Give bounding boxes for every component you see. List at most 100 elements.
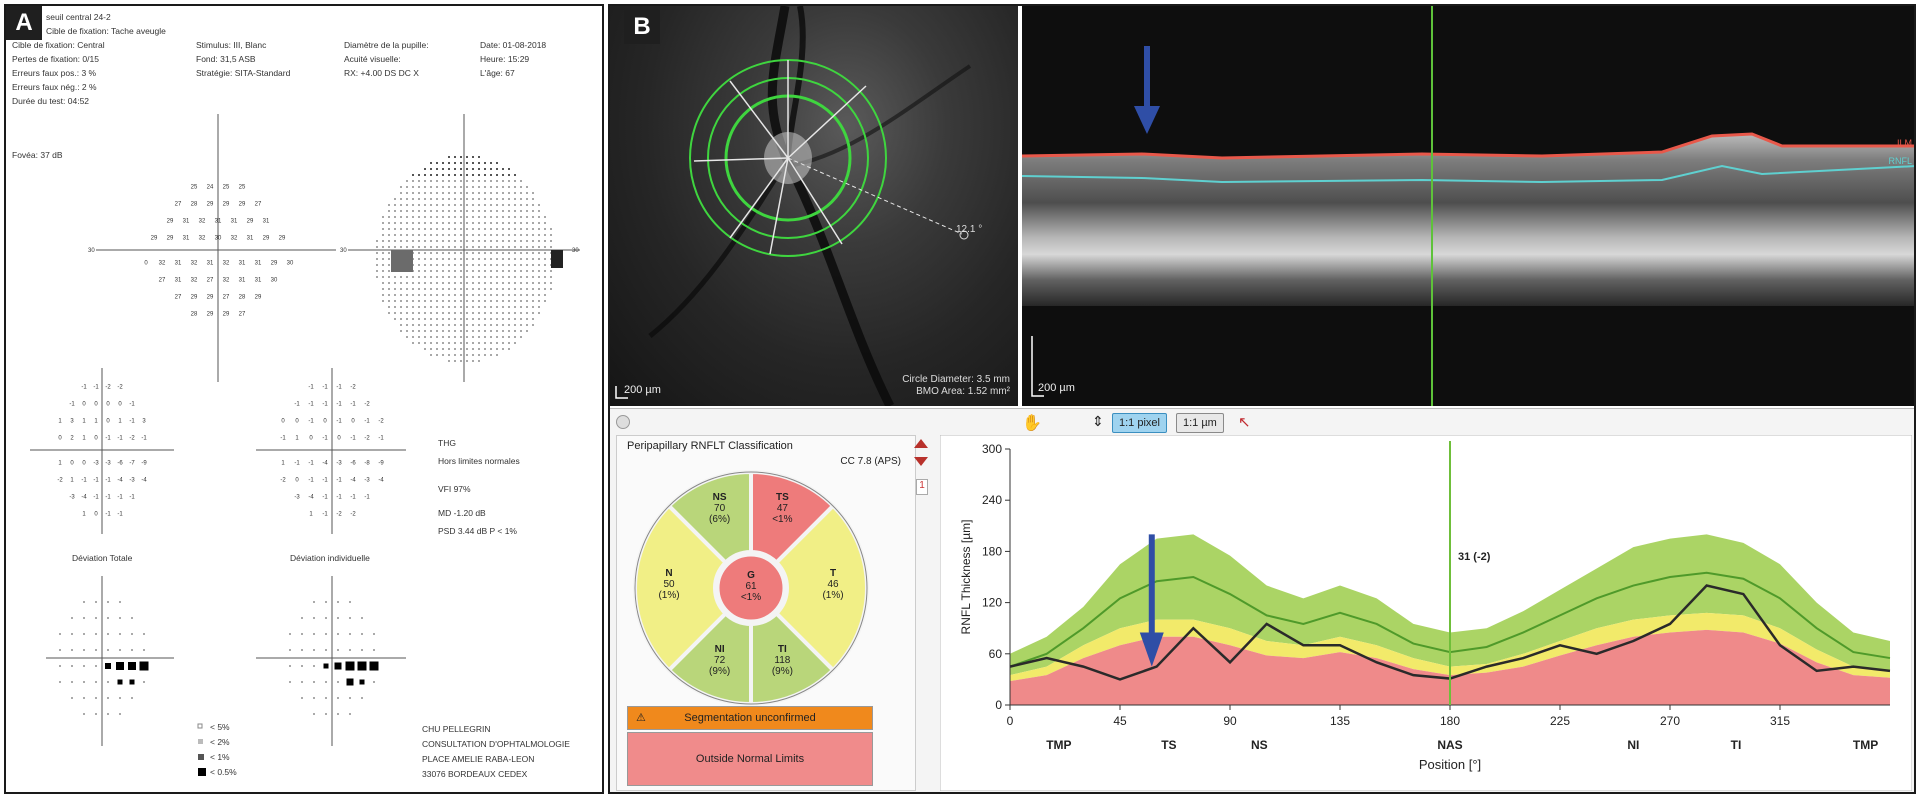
greyscale-dot xyxy=(400,228,402,230)
probability-mark xyxy=(128,662,136,670)
greyscale-dot xyxy=(460,222,462,224)
greyscale-dot xyxy=(472,198,474,200)
greyscale-dot xyxy=(454,210,456,212)
hand-tool-icon[interactable]: ✋ xyxy=(1022,415,1042,432)
collapse-icon[interactable] xyxy=(616,415,630,429)
greyscale-dot xyxy=(460,318,462,320)
greyscale-dot xyxy=(442,294,444,296)
greyscale-dot xyxy=(376,264,378,266)
outside-limits-box: Outside Normal Limits xyxy=(627,732,873,786)
greyscale-dot xyxy=(472,180,474,182)
probability-mark xyxy=(346,678,354,686)
threshold-value: 29 xyxy=(271,261,278,267)
x-tick-label: 45 xyxy=(1113,714,1127,728)
greyscale-dot xyxy=(520,294,522,296)
greyscale-dot xyxy=(508,228,510,230)
probability-dot xyxy=(289,665,291,667)
threshold-value: 32 xyxy=(159,261,166,267)
greyscale-dot xyxy=(460,264,462,266)
total-deviation-value: 0 xyxy=(94,512,98,518)
greyscale-dot xyxy=(406,282,408,284)
greyscale-dot xyxy=(400,288,402,290)
layer-label-rnfl: RNFL xyxy=(1888,156,1912,166)
sector-name: TI xyxy=(778,644,787,655)
greyscale-dot xyxy=(526,258,528,260)
greyscale-dot xyxy=(394,204,396,206)
total-deviation-value: -1 xyxy=(129,402,135,408)
greyscale-dot xyxy=(418,282,420,284)
page-indicator[interactable]: 1 xyxy=(916,479,928,495)
greyscale-dot xyxy=(484,318,486,320)
zoom-fit-icon[interactable]: ⇕ xyxy=(1092,413,1104,429)
address: CHU PELLEGRIN CONSULTATION D'OPHTALMOLOG… xyxy=(422,722,570,782)
sort-down-icon[interactable] xyxy=(914,457,928,466)
header-right: Date: 01-08-2018 Heure: 15:29 L'âge: 67 xyxy=(480,38,546,80)
greyscale-dot xyxy=(526,246,528,248)
um-scale-button[interactable]: 1:1 µm xyxy=(1176,413,1224,433)
total-deviation-value: 3 xyxy=(142,419,146,425)
greyscale-dot xyxy=(478,234,480,236)
address-line-2: CONSULTATION D'OPHTALMOLOGIE xyxy=(422,739,570,749)
false-pos: Erreurs faux pos.: 3 % xyxy=(12,68,97,78)
greyscale-dot xyxy=(502,246,504,248)
pixel-scale-button[interactable]: 1:1 pixel xyxy=(1112,413,1167,433)
greyscale-dot xyxy=(454,246,456,248)
greyscale-dot xyxy=(484,198,486,200)
greyscale-dot xyxy=(460,216,462,218)
background: Fond: 31,5 ASB xyxy=(196,54,256,64)
greyscale-dot xyxy=(436,186,438,188)
greyscale-dot xyxy=(430,294,432,296)
pattern-deviation-value: -2 xyxy=(350,385,356,391)
greyscale-dot xyxy=(490,198,492,200)
greyscale-dot xyxy=(484,276,486,278)
total-deviation-value: -1 xyxy=(105,478,111,484)
pattern-deviation-value: -4 xyxy=(322,461,328,467)
sector-value: 50 xyxy=(663,579,675,590)
greyscale-dot xyxy=(478,324,480,326)
greyscale-dot xyxy=(436,162,438,164)
greyscale-dot xyxy=(400,312,402,314)
greyscale-dot xyxy=(412,246,414,248)
greyscale-dot xyxy=(520,186,522,188)
greyscale-dot xyxy=(400,222,402,224)
greyscale-dot xyxy=(526,270,528,272)
greyscale-dot xyxy=(454,252,456,254)
sort-up-icon[interactable] xyxy=(914,439,928,448)
sector-g[interactable] xyxy=(716,553,786,623)
greyscale-dot xyxy=(472,312,474,314)
greyscale-dot xyxy=(388,252,390,254)
position-sector-label: TS xyxy=(1161,738,1176,752)
greyscale-dot xyxy=(544,276,546,278)
greyscale-dot xyxy=(514,300,516,302)
global-indices: THG Hors limites normales VFI 97% MD -1.… xyxy=(438,434,520,540)
sector-value: 118 xyxy=(774,655,790,666)
x-tick-label: 315 xyxy=(1770,714,1790,728)
greyscale-dot xyxy=(424,258,426,260)
header-left: seuil central 24-2 Cible de fixation: Ta… xyxy=(12,10,166,108)
greyscale-dot xyxy=(430,318,432,320)
greyscale-dot xyxy=(394,234,396,236)
greyscale-dot xyxy=(430,198,432,200)
threshold-value: 29 xyxy=(279,236,286,242)
greyscale-dot xyxy=(496,354,498,356)
total-deviation-value: -4 xyxy=(117,478,123,484)
greyscale-dot xyxy=(424,168,426,170)
outside-band xyxy=(1010,629,1890,705)
greyscale-dot xyxy=(424,276,426,278)
greyscale-dot xyxy=(442,228,444,230)
greyscale-dot xyxy=(544,234,546,236)
greyscale-dot xyxy=(466,318,468,320)
greyscale-dot xyxy=(502,300,504,302)
greyscale-dot xyxy=(526,324,528,326)
greyscale-dot xyxy=(526,222,528,224)
greyscale-dot xyxy=(514,270,516,272)
greyscale-dot xyxy=(526,312,528,314)
pointer-tool-icon[interactable]: ↖ xyxy=(1238,414,1251,431)
total-deviation-value: -7 xyxy=(129,461,135,467)
greyscale-dot xyxy=(424,186,426,188)
greyscale-dot xyxy=(430,174,432,176)
greyscale-dot xyxy=(520,282,522,284)
greyscale-dot xyxy=(418,240,420,242)
total-deviation-value: 0 xyxy=(82,402,86,408)
greyscale-dot xyxy=(484,186,486,188)
